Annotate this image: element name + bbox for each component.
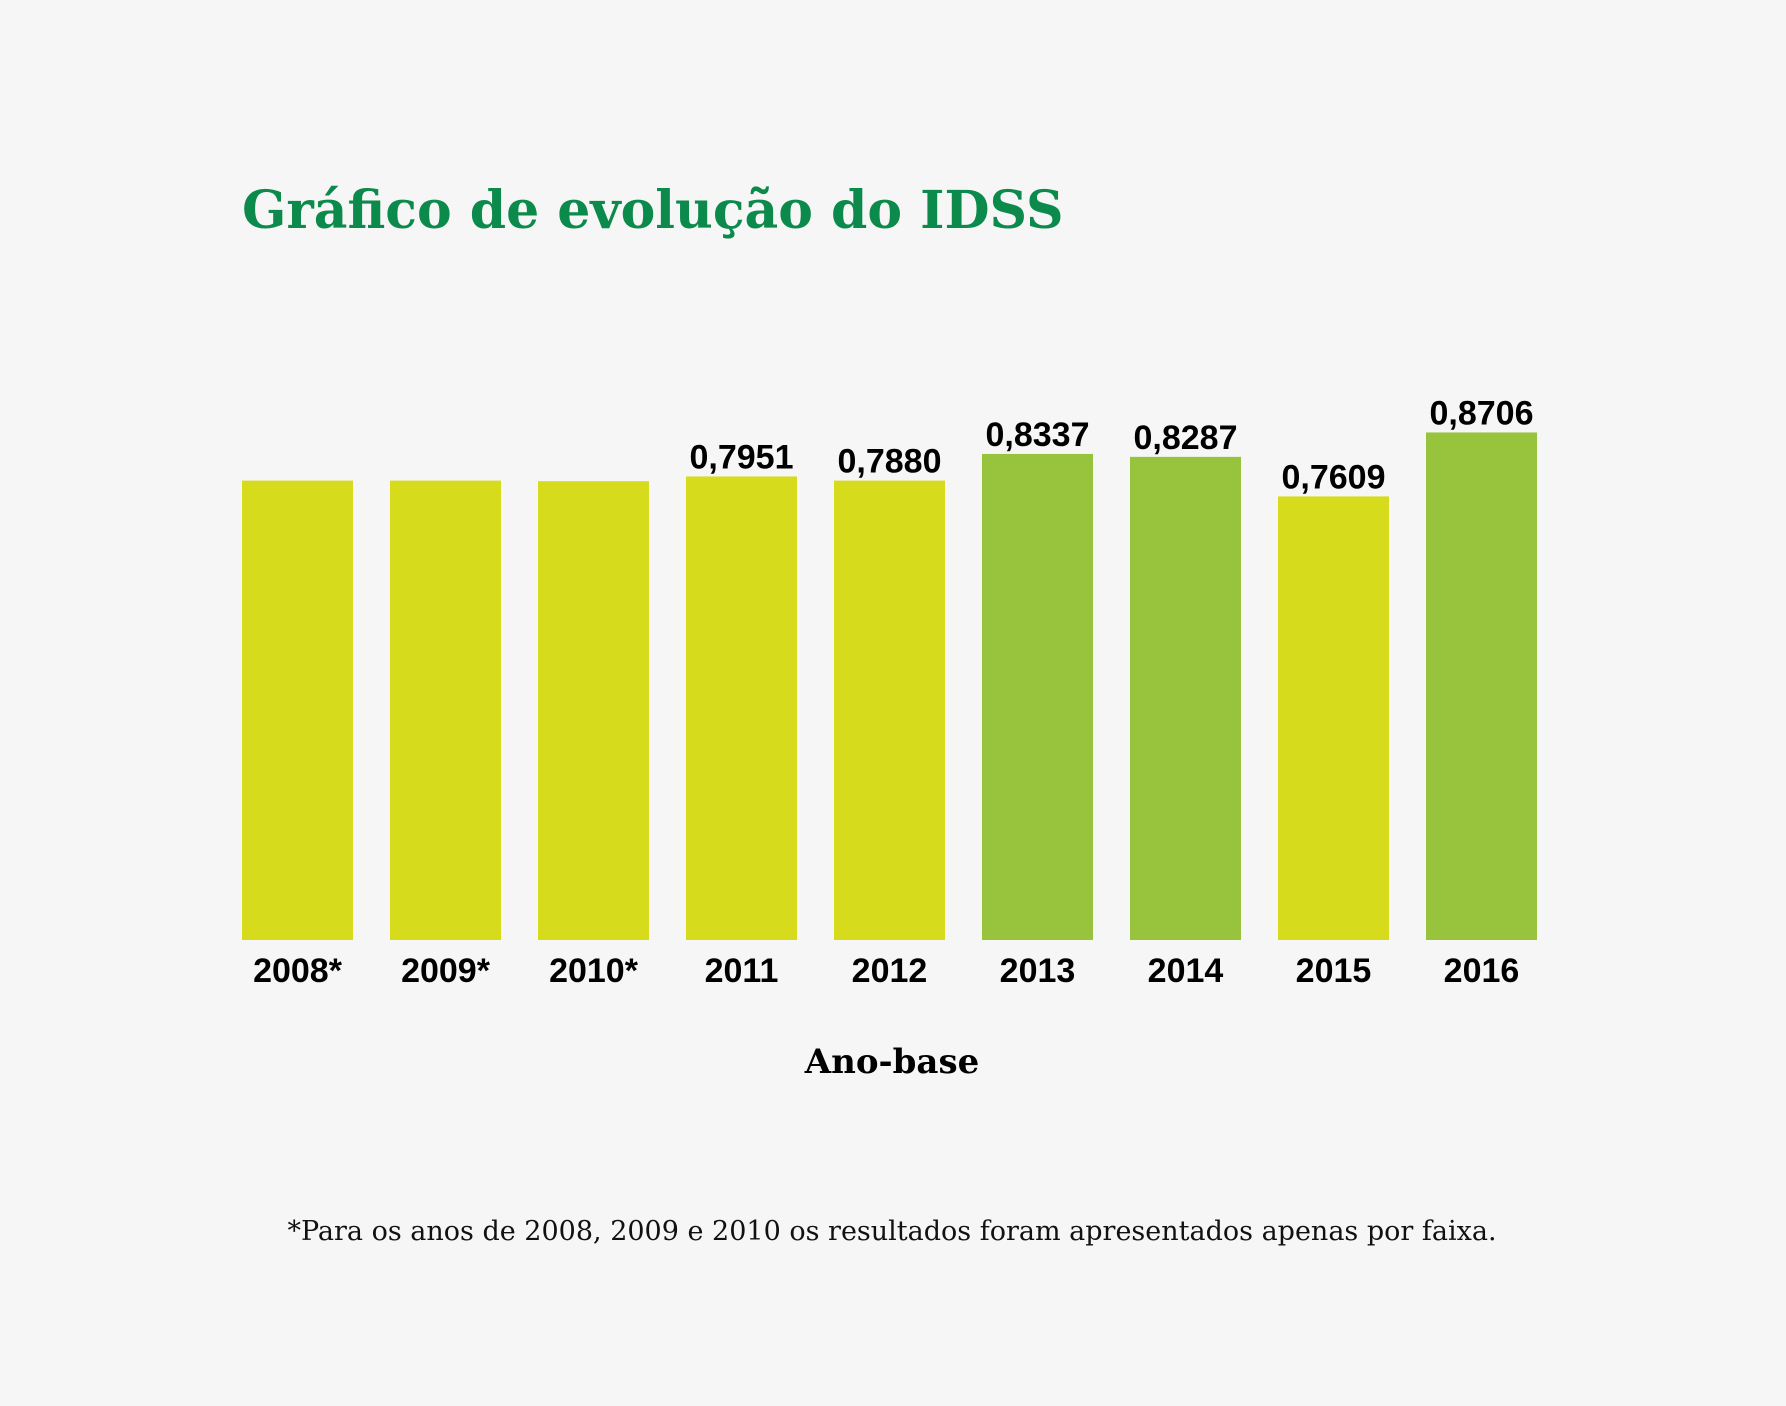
- x-axis-label: Ano-base: [804, 1042, 979, 1082]
- value-label-2016: 0,8706: [1430, 394, 1534, 432]
- bar-2015: [1278, 496, 1389, 940]
- tick-label-2016: 2016: [1444, 952, 1520, 990]
- bar-2011: [686, 476, 797, 940]
- value-label-2014: 0,8287: [1134, 419, 1238, 457]
- tick-label-2013: 2013: [1000, 952, 1076, 990]
- tick-label-2008: 2008*: [253, 952, 343, 990]
- tick-label-2009: 2009*: [401, 952, 491, 990]
- bar-2008: [242, 480, 353, 940]
- x-tick-labels: 2008* 2009* 2010* 2011 2012 2013 2014 2015 2016: [253, 952, 1519, 990]
- value-label-2015: 0,7609: [1282, 458, 1386, 496]
- bars-group: [242, 432, 1537, 940]
- tick-label-2012: 2012: [852, 952, 928, 990]
- bar-2014: [1130, 456, 1241, 940]
- chart-title: Gráfico de evolução do IDSS: [242, 180, 1064, 241]
- bar-2009: [390, 480, 501, 940]
- bar-2010: [538, 481, 649, 940]
- value-label-2011: 0,7951: [690, 438, 794, 476]
- tick-label-2015: 2015: [1296, 952, 1372, 990]
- bar-2013: [982, 453, 1093, 940]
- value-labels-group: 0,7951 0,7880 0,8337 0,8287 0,7609 0,8706: [690, 394, 1534, 496]
- bar-2012: [834, 480, 945, 940]
- bar-2016: [1426, 432, 1537, 940]
- tick-label-2010: 2010*: [549, 952, 639, 990]
- tick-label-2014: 2014: [1148, 952, 1224, 990]
- tick-label-2011: 2011: [705, 952, 779, 990]
- value-label-2013: 0,8337: [986, 416, 1090, 454]
- value-label-2012: 0,7880: [838, 443, 942, 481]
- footnote: *Para os anos de 2008, 2009 e 2010 os re…: [287, 1216, 1496, 1247]
